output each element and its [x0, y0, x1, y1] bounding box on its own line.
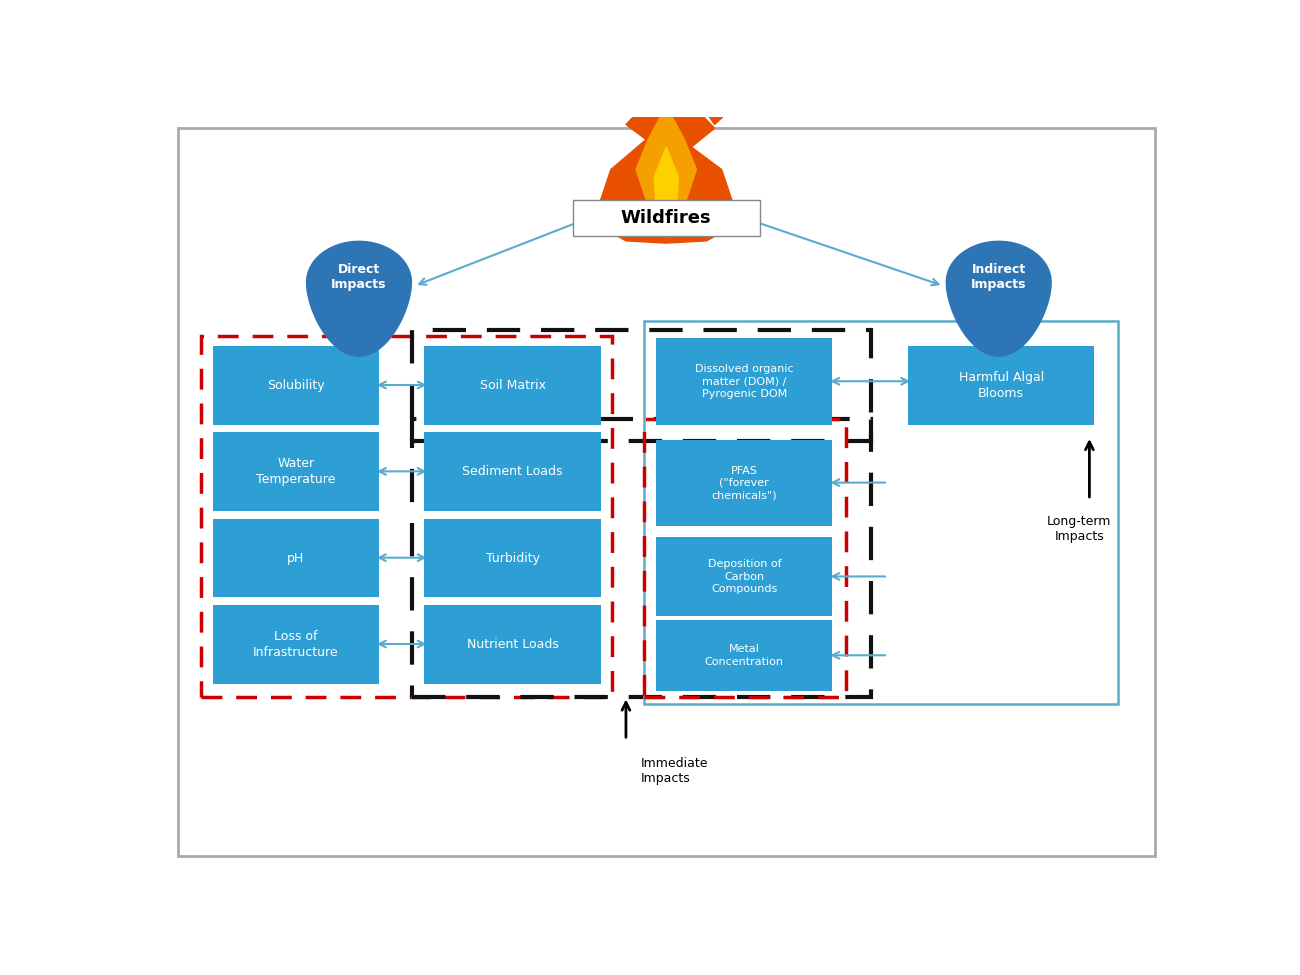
Polygon shape	[595, 64, 737, 243]
Text: Turbidity: Turbidity	[486, 552, 540, 565]
Text: Deposition of
Carbon
Compounds: Deposition of Carbon Compounds	[707, 560, 781, 594]
FancyBboxPatch shape	[424, 519, 601, 598]
FancyBboxPatch shape	[213, 604, 380, 683]
Polygon shape	[702, 91, 727, 125]
Text: Harmful Algal
Blooms: Harmful Algal Blooms	[958, 370, 1044, 400]
Text: Long-term
Impacts: Long-term Impacts	[1046, 515, 1112, 543]
Polygon shape	[636, 95, 658, 123]
Text: Water
Temperature: Water Temperature	[256, 457, 335, 487]
FancyBboxPatch shape	[656, 440, 832, 526]
Text: Wildfires: Wildfires	[621, 209, 711, 226]
FancyBboxPatch shape	[178, 129, 1154, 856]
Text: Sediment Loads: Sediment Loads	[463, 465, 563, 478]
FancyBboxPatch shape	[424, 432, 601, 511]
FancyBboxPatch shape	[656, 620, 832, 691]
Text: Nutrient Loads: Nutrient Loads	[467, 638, 559, 651]
Text: Soil Matrix: Soil Matrix	[480, 379, 546, 392]
Text: Metal
Concentration: Metal Concentration	[705, 644, 784, 667]
Polygon shape	[654, 147, 679, 222]
Text: Immediate
Impacts: Immediate Impacts	[641, 757, 708, 785]
Polygon shape	[946, 242, 1052, 356]
Polygon shape	[636, 105, 697, 237]
FancyBboxPatch shape	[572, 200, 760, 236]
Text: PFAS
("forever
chemicals"): PFAS ("forever chemicals")	[711, 466, 777, 500]
FancyBboxPatch shape	[424, 604, 601, 683]
FancyBboxPatch shape	[213, 519, 380, 598]
Text: Loss of
Infrastructure: Loss of Infrastructure	[254, 630, 339, 659]
Polygon shape	[307, 242, 411, 356]
FancyBboxPatch shape	[656, 537, 832, 616]
FancyBboxPatch shape	[907, 346, 1095, 425]
FancyBboxPatch shape	[656, 338, 832, 425]
Text: pH: pH	[287, 552, 304, 565]
Text: Direct
Impacts: Direct Impacts	[332, 263, 386, 292]
Text: Dissolved organic
matter (DOM) /
Pyrogenic DOM: Dissolved organic matter (DOM) / Pyrogen…	[696, 365, 793, 399]
Text: Solubility: Solubility	[268, 379, 325, 392]
FancyBboxPatch shape	[213, 432, 380, 511]
FancyBboxPatch shape	[424, 346, 601, 425]
Text: Indirect
Impacts: Indirect Impacts	[971, 263, 1027, 292]
FancyBboxPatch shape	[213, 346, 380, 425]
